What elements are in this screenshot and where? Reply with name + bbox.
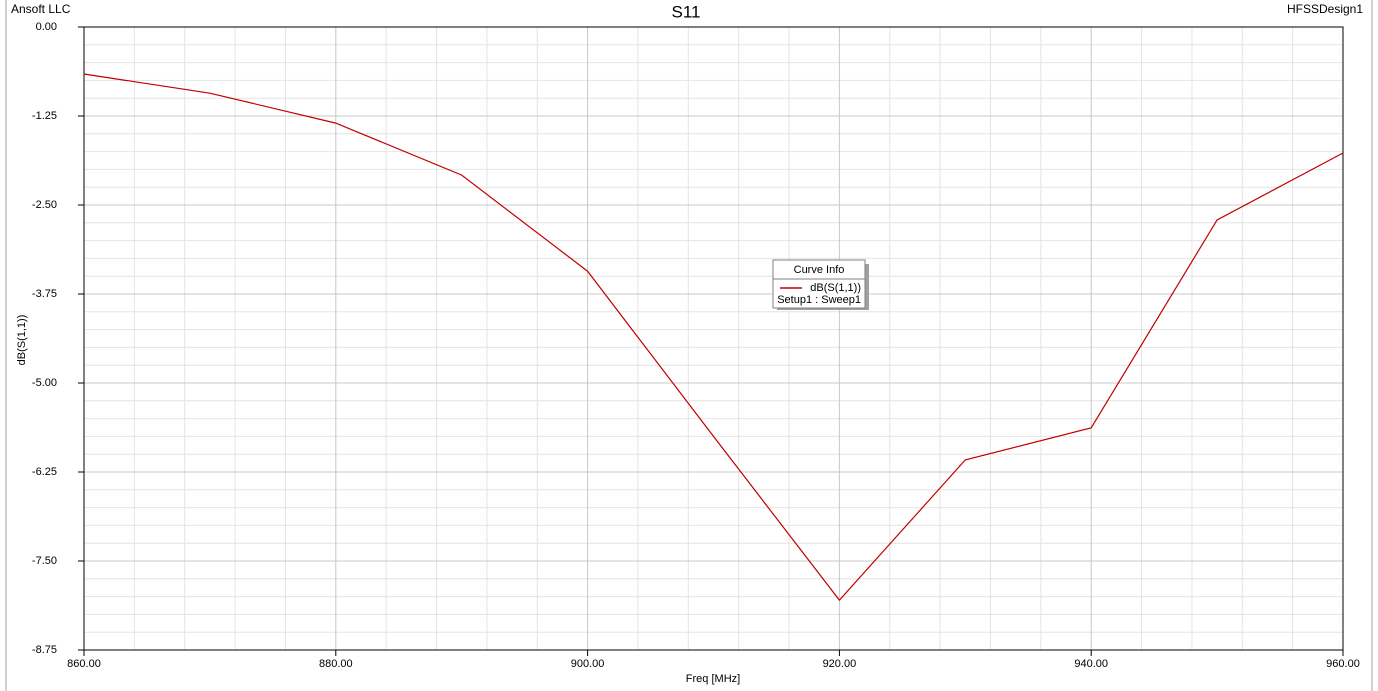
x-tick-label: 900.00 <box>571 658 605 670</box>
y-tick-label: -7.50 <box>32 555 57 567</box>
x-tick-label: 880.00 <box>319 658 353 670</box>
y-axis-label: dB(S(1,1)) <box>16 315 28 366</box>
chart-title: S11 <box>672 2 701 21</box>
x-tick-label: 920.00 <box>823 658 857 670</box>
legend-title: Curve Info <box>794 264 845 276</box>
legend: Curve Info dB(S(1,1)) Setup1 : Sweep1 <box>772 259 869 310</box>
company-label: Ansoft LLC <box>11 2 71 16</box>
y-tick-label: -1.25 <box>32 110 57 122</box>
y-tick-label: -5.00 <box>32 377 57 389</box>
data-layer <box>83 73 1344 602</box>
y-tick-label: 0.00 <box>36 21 57 33</box>
y-tick-label: -2.50 <box>32 199 57 211</box>
x-tick-label: 960.00 <box>1326 658 1360 670</box>
x-tick-label: 940.00 <box>1074 658 1108 670</box>
x-tick-label: 860.00 <box>67 658 101 670</box>
legend-setup: Setup1 : Sweep1 <box>777 294 861 306</box>
legend-entry: dB(S(1,1)) <box>810 282 861 294</box>
y-tick-label: -8.75 <box>32 644 57 656</box>
legend-box <box>772 259 866 309</box>
x-axis-label: Freq [MHz] <box>686 673 740 685</box>
y-tick-label: -3.75 <box>32 288 57 300</box>
data-line <box>83 73 1344 602</box>
y-tick-label: -6.25 <box>32 466 57 478</box>
grid-layer: 860.00 880.00 900.00 920.00 940.00 960.00 0.00… <box>32 21 1360 670</box>
design-label: HFSSDesign1 <box>1287 2 1363 16</box>
plot-frame <box>83 26 1344 651</box>
